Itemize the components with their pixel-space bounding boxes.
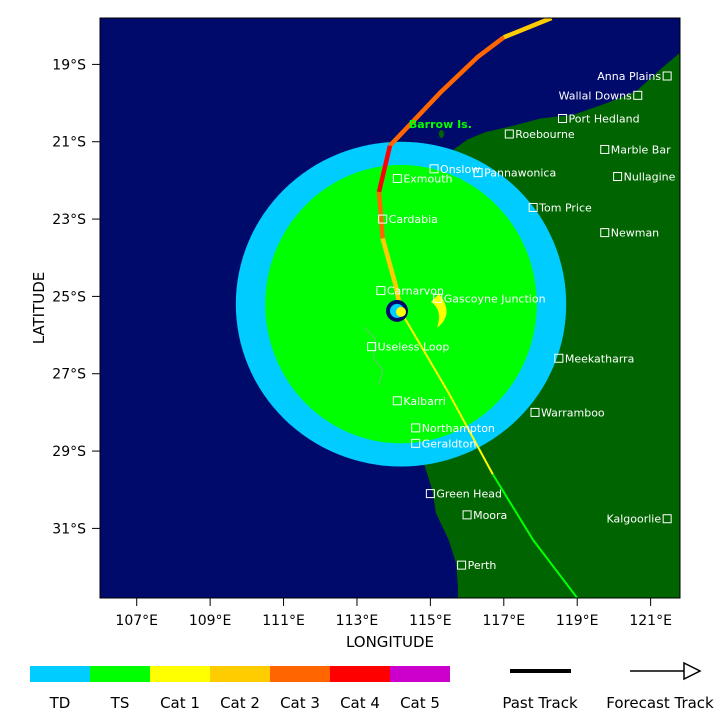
place-marker (662, 71, 672, 81)
legend-forecast-track-label: Forecast Track (606, 694, 714, 710)
legend-label-cat-1: Cat 1 (160, 694, 200, 710)
place-label: Carnarvon (387, 285, 444, 298)
legend-label-cat-2: Cat 2 (220, 694, 260, 710)
place-marker (504, 129, 514, 139)
y-tick-label: 27°S (52, 367, 86, 383)
place-label: Gascoyne Junction (444, 292, 546, 305)
legend-swatch-cat-3 (270, 666, 330, 682)
legend-swatch-cat-5 (390, 666, 450, 682)
shark-bay-outline (363, 326, 384, 386)
y-tick-label: 31°S (52, 521, 86, 537)
x-tick-label: 119°E (556, 613, 599, 629)
legend-swatch-cat-4 (330, 666, 390, 682)
place-label: Pannawonica (484, 167, 556, 180)
y-tick-label: 19°S (52, 57, 86, 73)
place-marker (411, 423, 421, 433)
map-plot-area: Barrow Is. Anna Plains Wallal Downs Port He… (100, 18, 680, 598)
place-marker (633, 90, 643, 100)
place-markers: Barrow Is. Anna Plains Wallal Downs Port He… (367, 70, 676, 572)
place-label: Marble Bar (611, 143, 671, 156)
x-tick-label: 113°E (336, 613, 379, 629)
place-marker (558, 114, 568, 124)
place-marker (433, 293, 443, 303)
place-label: Kalgoorlie (606, 513, 661, 526)
barrow-island-shape (438, 130, 444, 138)
y-axis-title: LATITUDE (30, 272, 48, 345)
place-label: Useless Loop (378, 341, 450, 354)
place-label: Green Head (436, 488, 502, 501)
x-tick-label: 115°E (409, 613, 452, 629)
place-marker (473, 168, 483, 178)
place-label: Wallal Downs (559, 89, 632, 102)
past-track-segment (376, 145, 393, 193)
y-tick-label: 23°S (52, 212, 86, 228)
place-label: Anna Plains (597, 70, 661, 83)
past-track-segment (388, 35, 506, 148)
place-marker (600, 144, 610, 154)
place-label: Tom Price (538, 201, 592, 214)
place-label: Geraldton (422, 437, 477, 450)
plot-frame (99, 17, 681, 599)
x-tick-label: 111°E (262, 613, 305, 629)
place-marker (429, 164, 439, 174)
place-label-barrow-island: Barrow Is. (409, 118, 472, 131)
place-marker (662, 514, 672, 524)
x-tick-label: 107°E (115, 613, 158, 629)
place-marker (367, 342, 377, 352)
place-marker (600, 228, 610, 238)
y-tick-label: 29°S (52, 444, 86, 460)
place-label: Moora (473, 509, 507, 522)
axes: 107°E 109°E 111°E 113°E 115°E 117°E 119°E 121°E… (52, 57, 672, 629)
forecast-track-segment (491, 473, 579, 598)
y-tick-label: 25°S (52, 289, 86, 305)
place-marker (530, 407, 540, 417)
legend-swatch-cat-1 (150, 666, 210, 682)
legend-past-track-label: Past Track (502, 694, 578, 710)
place-marker (411, 438, 421, 448)
place-marker (378, 214, 388, 224)
place-label: Nullagine (624, 171, 676, 184)
place-label: Roebourne (515, 128, 575, 141)
y-tick-label: 21°S (52, 135, 86, 151)
legend-label-ts: TS (110, 694, 130, 710)
place-label: Meekatharra (565, 352, 635, 365)
place-marker (613, 172, 623, 182)
x-tick-label: 109°E (189, 613, 232, 629)
place-marker (392, 396, 402, 406)
legend-swatch-td (30, 666, 90, 682)
x-tick-label: 117°E (483, 613, 526, 629)
storm-core (396, 306, 407, 317)
legend-label-cat-4: Cat 4 (340, 694, 380, 710)
place-label: Warramboo (541, 406, 605, 419)
place-marker (392, 173, 402, 183)
place-label: Newman (611, 227, 659, 240)
legend-forecast-arrow-icon (683, 661, 702, 681)
legend-label-cat-3: Cat 3 (280, 694, 320, 710)
x-tick-label: 121°E (629, 613, 672, 629)
place-label: Port Hedland (569, 113, 640, 126)
place-label: Onslow (440, 163, 480, 176)
place-marker (457, 560, 467, 570)
place-label: Northampton (422, 422, 495, 435)
place-marker (528, 202, 538, 212)
x-axis-title: LONGITUDE (346, 633, 434, 651)
legend-swatch-cat-2 (210, 666, 270, 682)
legend-label-cat-5: Cat 5 (400, 694, 440, 710)
legend-swatch-ts (90, 666, 150, 682)
place-marker (425, 489, 435, 499)
place-marker (376, 286, 386, 296)
legend: TD TS Cat 1 Cat 2 Cat 3 Cat 4 Cat 5 (30, 666, 450, 710)
past-track-segment (502, 18, 553, 40)
place-label: Cardabia (389, 213, 438, 226)
place-label: Perth (468, 559, 497, 572)
place-marker (462, 510, 472, 520)
place-label: Kalbarri (403, 395, 445, 408)
forecast-track-segment (400, 311, 494, 475)
place-label: Exmouth (403, 172, 452, 185)
place-marker (554, 353, 564, 363)
legend-label-td: TD (49, 694, 71, 710)
